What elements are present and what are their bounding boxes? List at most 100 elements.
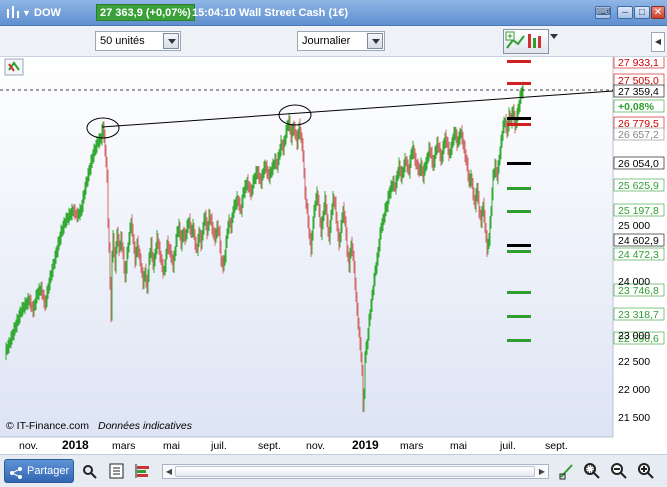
- collapse-panel-icon[interactable]: ◀: [651, 32, 665, 52]
- x-tick-label: sept.: [258, 440, 281, 452]
- y-tick-label: 22 000: [618, 384, 650, 396]
- price-label: 25 197,8: [618, 205, 659, 217]
- price-label-box: [613, 99, 665, 113]
- resistance-trendline[interactable]: [101, 90, 614, 128]
- price-label-box: [613, 331, 665, 345]
- price-label-box: [613, 307, 665, 321]
- y-tick-label: 21 500: [618, 412, 650, 424]
- x-tick-label: juil.: [499, 440, 516, 452]
- price-label: 27 933,1: [618, 57, 659, 69]
- price-label: 26 054,0: [618, 158, 659, 170]
- maximize-button[interactable]: □: [634, 6, 650, 19]
- period-select[interactable]: Journalier: [297, 31, 385, 51]
- price-level-marker: [507, 162, 531, 165]
- price-label: 25 625,9: [618, 180, 659, 192]
- title-bar: ▼ DOW 27 363,9 (+0,07%) 15:04:10 Wall St…: [0, 0, 667, 26]
- price-axis-labels: 27 933,127 505,027 359,4+0,08%26 779,526…: [613, 55, 665, 345]
- data-credit-note: Données indicatives: [98, 420, 193, 432]
- symbol-label[interactable]: DOW: [34, 7, 61, 19]
- instrument-title: Wall Street Cash (1€): [239, 7, 349, 19]
- price-label: 26 657,2: [618, 129, 659, 141]
- close-button[interactable]: ✕: [651, 6, 665, 19]
- period-select-value: Journalier: [302, 35, 351, 47]
- y-axis-ticks: 25 000 24 000 23 000 22 500 22 000 21 500: [618, 220, 650, 424]
- app-menu-icon[interactable]: [4, 0, 22, 26]
- keyboard-icon[interactable]: ⌨: [595, 6, 611, 19]
- chevron-down-icon[interactable]: [163, 33, 179, 49]
- price-chart-area[interactable]: 27 933,1 27 505,0 27 359,4 +0,08% 26 779,5 26…: [0, 55, 667, 454]
- price-level-marker: [507, 250, 531, 253]
- price-label: 24 472,3: [618, 249, 659, 261]
- data-credit: © IT-Finance.com: [6, 420, 89, 432]
- x-tick-label: nov.: [306, 440, 325, 452]
- y-tick-label: 25 000: [618, 220, 650, 232]
- share-button[interactable]: Partager: [4, 459, 74, 483]
- share-icon: [10, 465, 22, 479]
- green-reset-icon[interactable]: [4, 58, 24, 76]
- price-label-box: [613, 127, 665, 141]
- price-level-marker: [507, 82, 531, 85]
- zoom-in-icon[interactable]: [637, 462, 655, 480]
- price-level-marker: [507, 187, 531, 190]
- price-level-marker: [507, 244, 531, 247]
- price-label-box: [613, 233, 665, 247]
- zoom-box-icon[interactable]: [583, 462, 601, 480]
- top-marker-ellipse[interactable]: [278, 104, 312, 126]
- x-tick-label: juil.: [210, 440, 227, 452]
- price-chart[interactable]: 27 933,127 505,027 359,4+0,08%26 779,526…: [0, 55, 667, 454]
- price-label-box: [613, 203, 665, 217]
- clock-label: 15:04:10: [192, 7, 237, 19]
- minimize-button[interactable]: –: [617, 6, 633, 19]
- units-select[interactable]: 50 unités: [95, 31, 181, 51]
- x-axis-ticks: nov. 2018 mars mai juil. sept. nov. 2019 mars mai…: [19, 438, 568, 452]
- price-label-box: [613, 283, 665, 297]
- price-label-box: [613, 247, 665, 261]
- bar-chart-icon[interactable]: [134, 462, 152, 480]
- price-label-box: [613, 178, 665, 192]
- scrollbar-thumb[interactable]: [175, 466, 535, 477]
- scroll-left-icon[interactable]: ◀: [165, 467, 173, 476]
- price-level-marker: [507, 117, 531, 120]
- price-level-marker: [507, 339, 531, 342]
- price-level-marker: [507, 315, 531, 318]
- zoom-out-icon[interactable]: [610, 462, 628, 480]
- list-icon[interactable]: [108, 462, 126, 480]
- time-scrollbar[interactable]: ◀ ▶: [162, 464, 549, 479]
- x-tick-label: mars: [112, 440, 135, 452]
- indicator-dropdown-icon[interactable]: [550, 34, 558, 39]
- y-tick-label: 24 000: [618, 276, 650, 288]
- price-level-marker: [507, 60, 531, 63]
- x-tick-label: mars: [400, 440, 423, 452]
- price-label: +0,08%: [618, 101, 655, 113]
- symbol-dropdown-icon[interactable]: ▼: [22, 8, 31, 18]
- units-select-value: 50 unités: [100, 35, 145, 47]
- price-label-box: [613, 156, 665, 170]
- price-label: 23 318,7: [618, 309, 659, 321]
- price-levels: [507, 60, 531, 342]
- price-label: 27 359,4: [618, 86, 659, 98]
- price-label: 24 602,9: [618, 235, 659, 247]
- price-change-badge: 27 363,9 (+0,07%): [96, 4, 195, 21]
- drawing-tool-icon[interactable]: [558, 462, 576, 480]
- y-tick-label: 22 500: [618, 356, 650, 368]
- chevron-down-icon[interactable]: [367, 33, 383, 49]
- y-tick-label: 23 000: [618, 330, 650, 342]
- price-level-marker: [507, 291, 531, 294]
- x-tick-label: mai: [163, 440, 180, 452]
- price-label: 26 779,5: [618, 118, 659, 130]
- price-label: 22 890,6: [618, 333, 659, 345]
- link-icon[interactable]: [82, 462, 100, 480]
- svg-text:+: +: [507, 31, 512, 41]
- price-level-marker: [507, 123, 531, 126]
- price-level-marker: [507, 210, 531, 213]
- price-label-box: [613, 84, 665, 98]
- add-indicator-button[interactable]: +: [503, 29, 549, 54]
- top-marker-ellipse[interactable]: [86, 117, 120, 139]
- x-tick-label: nov.: [19, 440, 38, 452]
- x-tick-label: 2019: [352, 438, 379, 452]
- x-tick-label: 2018: [62, 438, 89, 452]
- price-label: 23 746,8: [618, 285, 659, 297]
- scroll-right-icon[interactable]: ▶: [538, 467, 546, 476]
- candle-series: [5, 81, 524, 413]
- x-tick-label: sept.: [545, 440, 568, 452]
